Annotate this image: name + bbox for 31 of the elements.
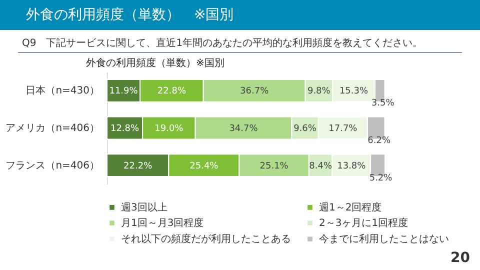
data-label: 36.7% [240, 86, 270, 97]
data-label: 22.8% [157, 86, 186, 97]
legend-label: 2～3ヶ月に1回程度 [319, 217, 408, 229]
legend-label: 月1回～月3回程度 [121, 217, 204, 229]
data-label: 9.6% [294, 124, 317, 134]
data-label: 25.4% [190, 161, 219, 172]
data-label: 13.8% [337, 161, 366, 172]
data-label: 22.2% [124, 161, 153, 172]
data-label: 34.7% [229, 124, 258, 134]
legend-label: 今までに利用したことはない [319, 233, 449, 245]
data-label: 5.2% [369, 173, 393, 184]
legend-label: それ以下の頻度だが利用したことある [121, 233, 291, 245]
y-tick-label: 日本（n=430） [26, 84, 100, 97]
data-label: 25.1% [260, 161, 289, 172]
data-label: 8.4% [309, 161, 332, 172]
y-tick-label: アメリカ（n=406） [6, 123, 100, 134]
text: 20 [450, 250, 470, 266]
data-label: 15.3% [339, 86, 368, 97]
text: 外食の利用頻度（単数）※国別 [86, 56, 224, 70]
data-label: 17.7% [328, 124, 358, 134]
chart-subtitle: Q9 下記サービスに関して、直近1年間のあなたの平均的な利用頻度を教えてください。 [22, 36, 423, 50]
chart-title: 外食の利用頻度（単数） ※国別 [0, 0, 480, 30]
data-label: 11.9% [109, 86, 138, 97]
data-label: 19.0% [154, 124, 184, 134]
legend-label: 週1～2回程度 [319, 201, 382, 214]
legend-label: 週3回以上 [121, 201, 168, 214]
data-label: 6.2% [368, 136, 391, 146]
data-label: 12.8% [110, 124, 140, 134]
y-tick-label: フランス（n=406） [6, 160, 100, 172]
data-label: 9.8% [307, 86, 331, 97]
data-label: 3.5% [371, 98, 395, 109]
